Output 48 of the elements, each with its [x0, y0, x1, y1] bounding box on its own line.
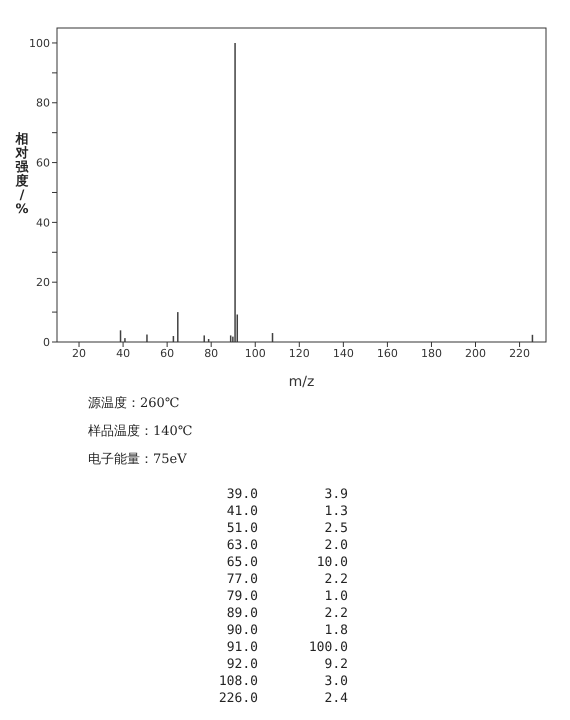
text: 79.0 [226, 588, 258, 605]
text: 100.0 [308, 639, 348, 656]
text: 226.0 [218, 690, 258, 707]
y-tick-label: 100 [29, 36, 50, 50]
x-tick-label: 40 [116, 346, 130, 360]
text: 65.0 [226, 554, 258, 571]
text: 90.0 [226, 622, 258, 639]
text: 3.0 [324, 673, 348, 690]
text: 2.2 [324, 605, 348, 622]
text: 39.0 [226, 486, 258, 503]
text: 89.0 [226, 605, 258, 622]
x-axis-title: m/z [288, 374, 314, 390]
text: 2.5 [324, 520, 348, 537]
y-tick-label: 20 [36, 276, 50, 290]
text: 1.0 [324, 588, 348, 605]
text: 91.0 [226, 639, 258, 656]
text: 1.8 [324, 622, 348, 639]
x-tick-label: 220 [509, 346, 530, 360]
text: 51.0 [226, 520, 258, 537]
text: 1.3 [324, 503, 348, 520]
x-tick-label: 200 [465, 346, 486, 360]
text: 2.0 [324, 537, 348, 554]
text: 108.0 [218, 673, 258, 690]
x-tick-label: 120 [288, 346, 310, 360]
y-tick-label: 80 [36, 96, 50, 110]
text: 电子能量：75eV [88, 451, 188, 468]
text: 3.9 [324, 486, 348, 503]
text: 2.2 [324, 571, 348, 588]
x-tick-label: 80 [204, 346, 218, 360]
text: 9.2 [324, 656, 348, 673]
y-axis-title: 相对强度/% [14, 132, 30, 217]
text: 77.0 [226, 571, 258, 588]
text: 样品温度：140℃ [88, 423, 194, 440]
x-tick-label: 140 [332, 346, 354, 360]
text: 10.0 [316, 554, 348, 571]
x-tick-label: 20 [72, 346, 86, 360]
text: 2.4 [324, 690, 348, 707]
text: 63.0 [226, 537, 258, 554]
y-tick-label: 40 [36, 216, 50, 230]
x-tick-label: 160 [376, 346, 398, 360]
x-tick-label: 60 [160, 346, 174, 360]
y-tick-label: 0 [43, 336, 50, 349]
text: 41.0 [226, 503, 258, 520]
text: 92.0 [226, 656, 258, 673]
text: 源温度：260℃ [88, 395, 180, 412]
y-tick-label: 60 [36, 156, 50, 170]
x-tick-label: 180 [420, 346, 442, 360]
x-tick-label: 100 [244, 346, 266, 360]
